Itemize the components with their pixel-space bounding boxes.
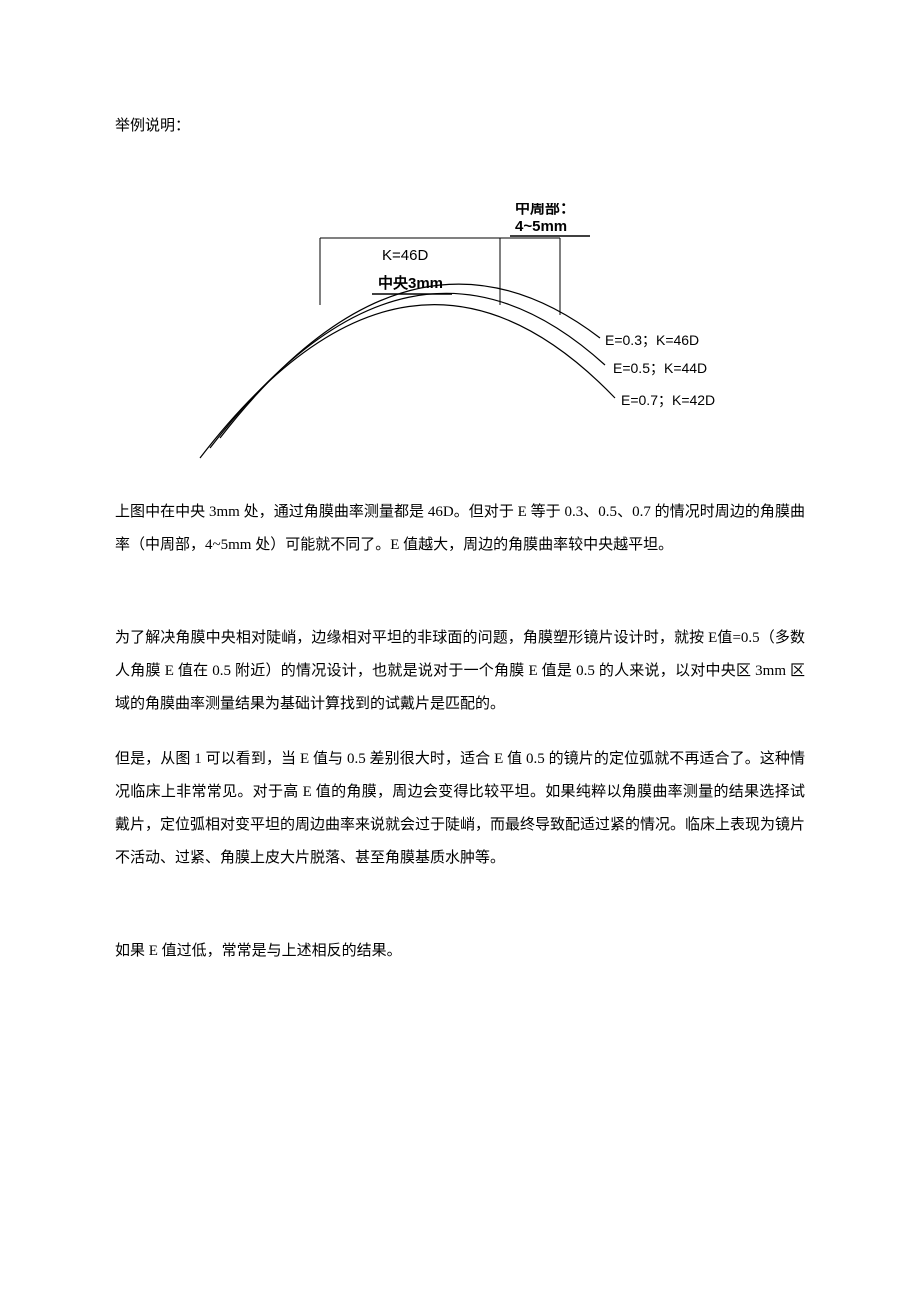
curves: E=0.3；K=46D E=0.5；K=44D E=0.7；K=42D xyxy=(200,284,715,458)
curve-1 xyxy=(210,293,605,448)
center-label: 中央3mm xyxy=(378,274,443,292)
curve-label-0: E=0.3；K=46D xyxy=(605,332,699,349)
para-2: 为了解决角膜中央相对陡峭，边缘相对平坦的非球面的问题，角膜塑形镜片设计时，就按 … xyxy=(115,622,805,721)
k-label: K=46D xyxy=(382,247,428,264)
mid-title-1: 中周部： xyxy=(515,203,575,217)
intro-text: 举例说明： xyxy=(115,110,805,143)
curve-label-1: E=0.5；K=44D xyxy=(613,360,707,377)
curve-label-2: E=0.7；K=42D xyxy=(621,392,715,409)
curve-2 xyxy=(200,305,615,458)
curve-0 xyxy=(220,284,600,438)
para-1: 上图中在中央 3mm 处，通过角膜曲率测量都是 46D。但对于 E 等于 0.3… xyxy=(115,496,805,562)
para-4: 如果 E 值过低，常常是与上述相反的结果。 xyxy=(115,935,805,968)
mid-title-2: 4~5mm xyxy=(515,218,567,235)
para-3: 但是，从图 1 可以看到，当 E 值与 0.5 差别很大时，适合 E 值 0.5… xyxy=(115,743,805,875)
cornea-diagram: K=46D 中央3mm 中周部： 4~5mm E=0.3；K=46D E=0.5；… xyxy=(155,203,715,476)
